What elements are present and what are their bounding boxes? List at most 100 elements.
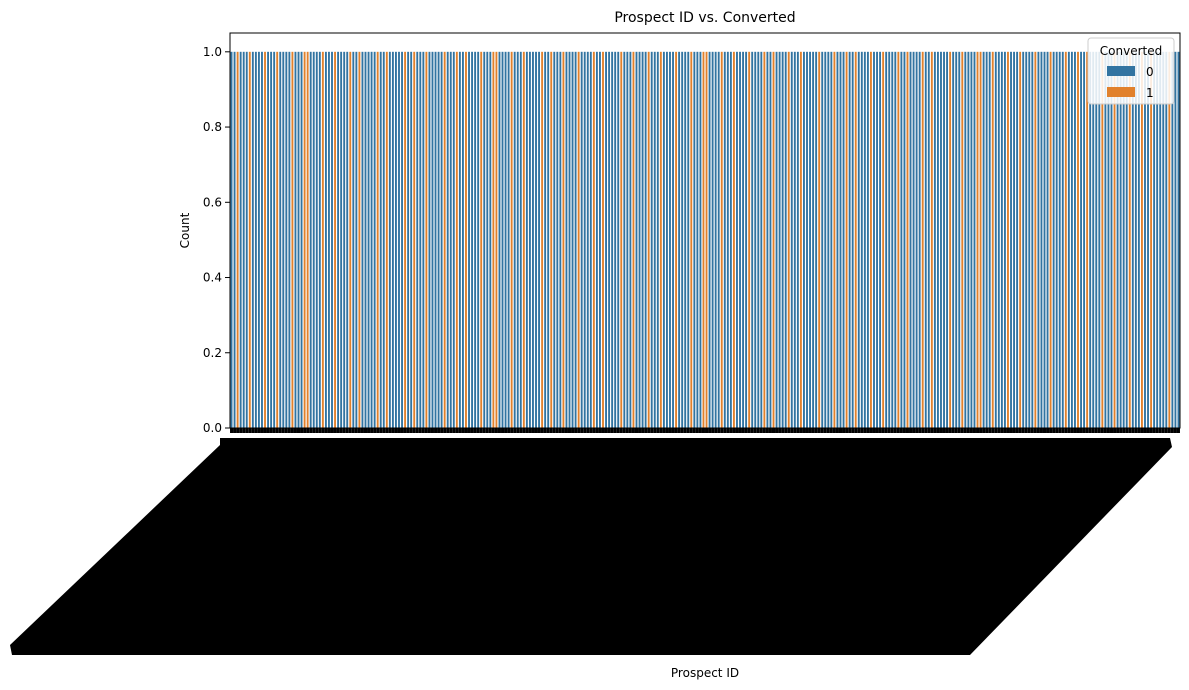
bar xyxy=(1101,51,1104,429)
bar xyxy=(812,51,815,429)
bar xyxy=(681,51,684,429)
legend-swatch-0 xyxy=(1107,66,1135,76)
bar xyxy=(693,51,696,429)
bar xyxy=(492,51,495,429)
bar xyxy=(912,51,915,429)
bar xyxy=(894,51,897,429)
bar xyxy=(443,51,446,429)
bar xyxy=(370,51,373,429)
bar xyxy=(501,51,504,429)
bar xyxy=(489,51,492,429)
legend: Converted 0 1 xyxy=(1087,37,1175,105)
bar xyxy=(818,51,821,429)
bar xyxy=(315,51,318,429)
bar xyxy=(824,51,827,429)
bar xyxy=(1013,51,1015,429)
bar xyxy=(997,51,1000,429)
bar xyxy=(1046,51,1049,429)
bar xyxy=(1137,51,1140,429)
bar xyxy=(1134,51,1137,429)
bar xyxy=(839,51,842,429)
bar xyxy=(385,51,388,429)
bar xyxy=(1119,51,1122,429)
bar xyxy=(376,51,379,429)
bar xyxy=(906,51,909,429)
bar xyxy=(757,51,760,429)
bar xyxy=(897,51,900,429)
bar xyxy=(723,51,726,429)
bar xyxy=(726,51,729,429)
bar xyxy=(873,51,875,429)
bar xyxy=(404,51,407,429)
bar xyxy=(882,51,885,429)
plot-frame xyxy=(229,32,1181,429)
bar xyxy=(245,51,248,429)
bar xyxy=(300,51,303,429)
bar xyxy=(988,51,991,429)
bar xyxy=(480,51,483,429)
bar xyxy=(653,51,656,429)
bar xyxy=(1016,51,1019,429)
bar xyxy=(927,51,930,429)
bar xyxy=(632,51,635,429)
bar xyxy=(708,51,711,429)
bar xyxy=(544,51,547,429)
bar xyxy=(1153,51,1156,429)
bar xyxy=(273,51,276,429)
bar xyxy=(751,51,754,429)
y-tick-label: 0.6 xyxy=(203,195,222,209)
bar xyxy=(809,51,811,429)
bar xyxy=(264,51,266,429)
bar xyxy=(449,51,452,429)
bar xyxy=(845,51,848,429)
bar xyxy=(513,51,516,429)
y-tick-label: 0.0 xyxy=(203,421,222,435)
legend-label-0: 0 xyxy=(1146,65,1154,79)
bar xyxy=(1147,51,1149,429)
bar xyxy=(1031,51,1034,429)
legend-swatch-1 xyxy=(1107,87,1135,97)
bar xyxy=(1055,51,1058,429)
bar xyxy=(455,51,458,429)
bar xyxy=(784,51,787,429)
bar xyxy=(714,51,717,429)
x-tick-labels-overlap xyxy=(10,438,1172,655)
y-tick-label: 0.4 xyxy=(203,271,222,285)
bar xyxy=(943,51,945,429)
bar xyxy=(854,51,857,429)
bar xyxy=(355,51,358,429)
bar xyxy=(976,51,979,429)
bar xyxy=(815,51,818,429)
bar xyxy=(729,51,732,429)
bar xyxy=(1086,51,1089,429)
bar xyxy=(1061,51,1064,429)
bar xyxy=(297,51,300,429)
bar xyxy=(1007,51,1009,429)
bar xyxy=(1168,51,1171,429)
bar xyxy=(236,51,239,429)
bar xyxy=(413,51,416,429)
bar xyxy=(769,51,772,429)
bar xyxy=(903,51,906,429)
bar xyxy=(687,51,690,429)
bar xyxy=(248,51,251,429)
bar xyxy=(696,51,699,429)
bar xyxy=(635,51,638,429)
bar xyxy=(915,51,918,429)
bar xyxy=(495,51,498,429)
bar xyxy=(571,51,574,429)
bar xyxy=(312,51,315,429)
bar xyxy=(739,51,741,429)
bar xyxy=(799,51,802,429)
bar xyxy=(900,51,903,429)
bar xyxy=(556,51,559,429)
bar xyxy=(982,51,985,429)
bar xyxy=(516,51,519,429)
bar xyxy=(233,51,236,429)
bar xyxy=(602,51,604,429)
bar xyxy=(1037,51,1040,429)
bar xyxy=(796,51,799,429)
bar xyxy=(1000,51,1003,429)
bar xyxy=(285,51,288,429)
bar xyxy=(994,51,997,429)
